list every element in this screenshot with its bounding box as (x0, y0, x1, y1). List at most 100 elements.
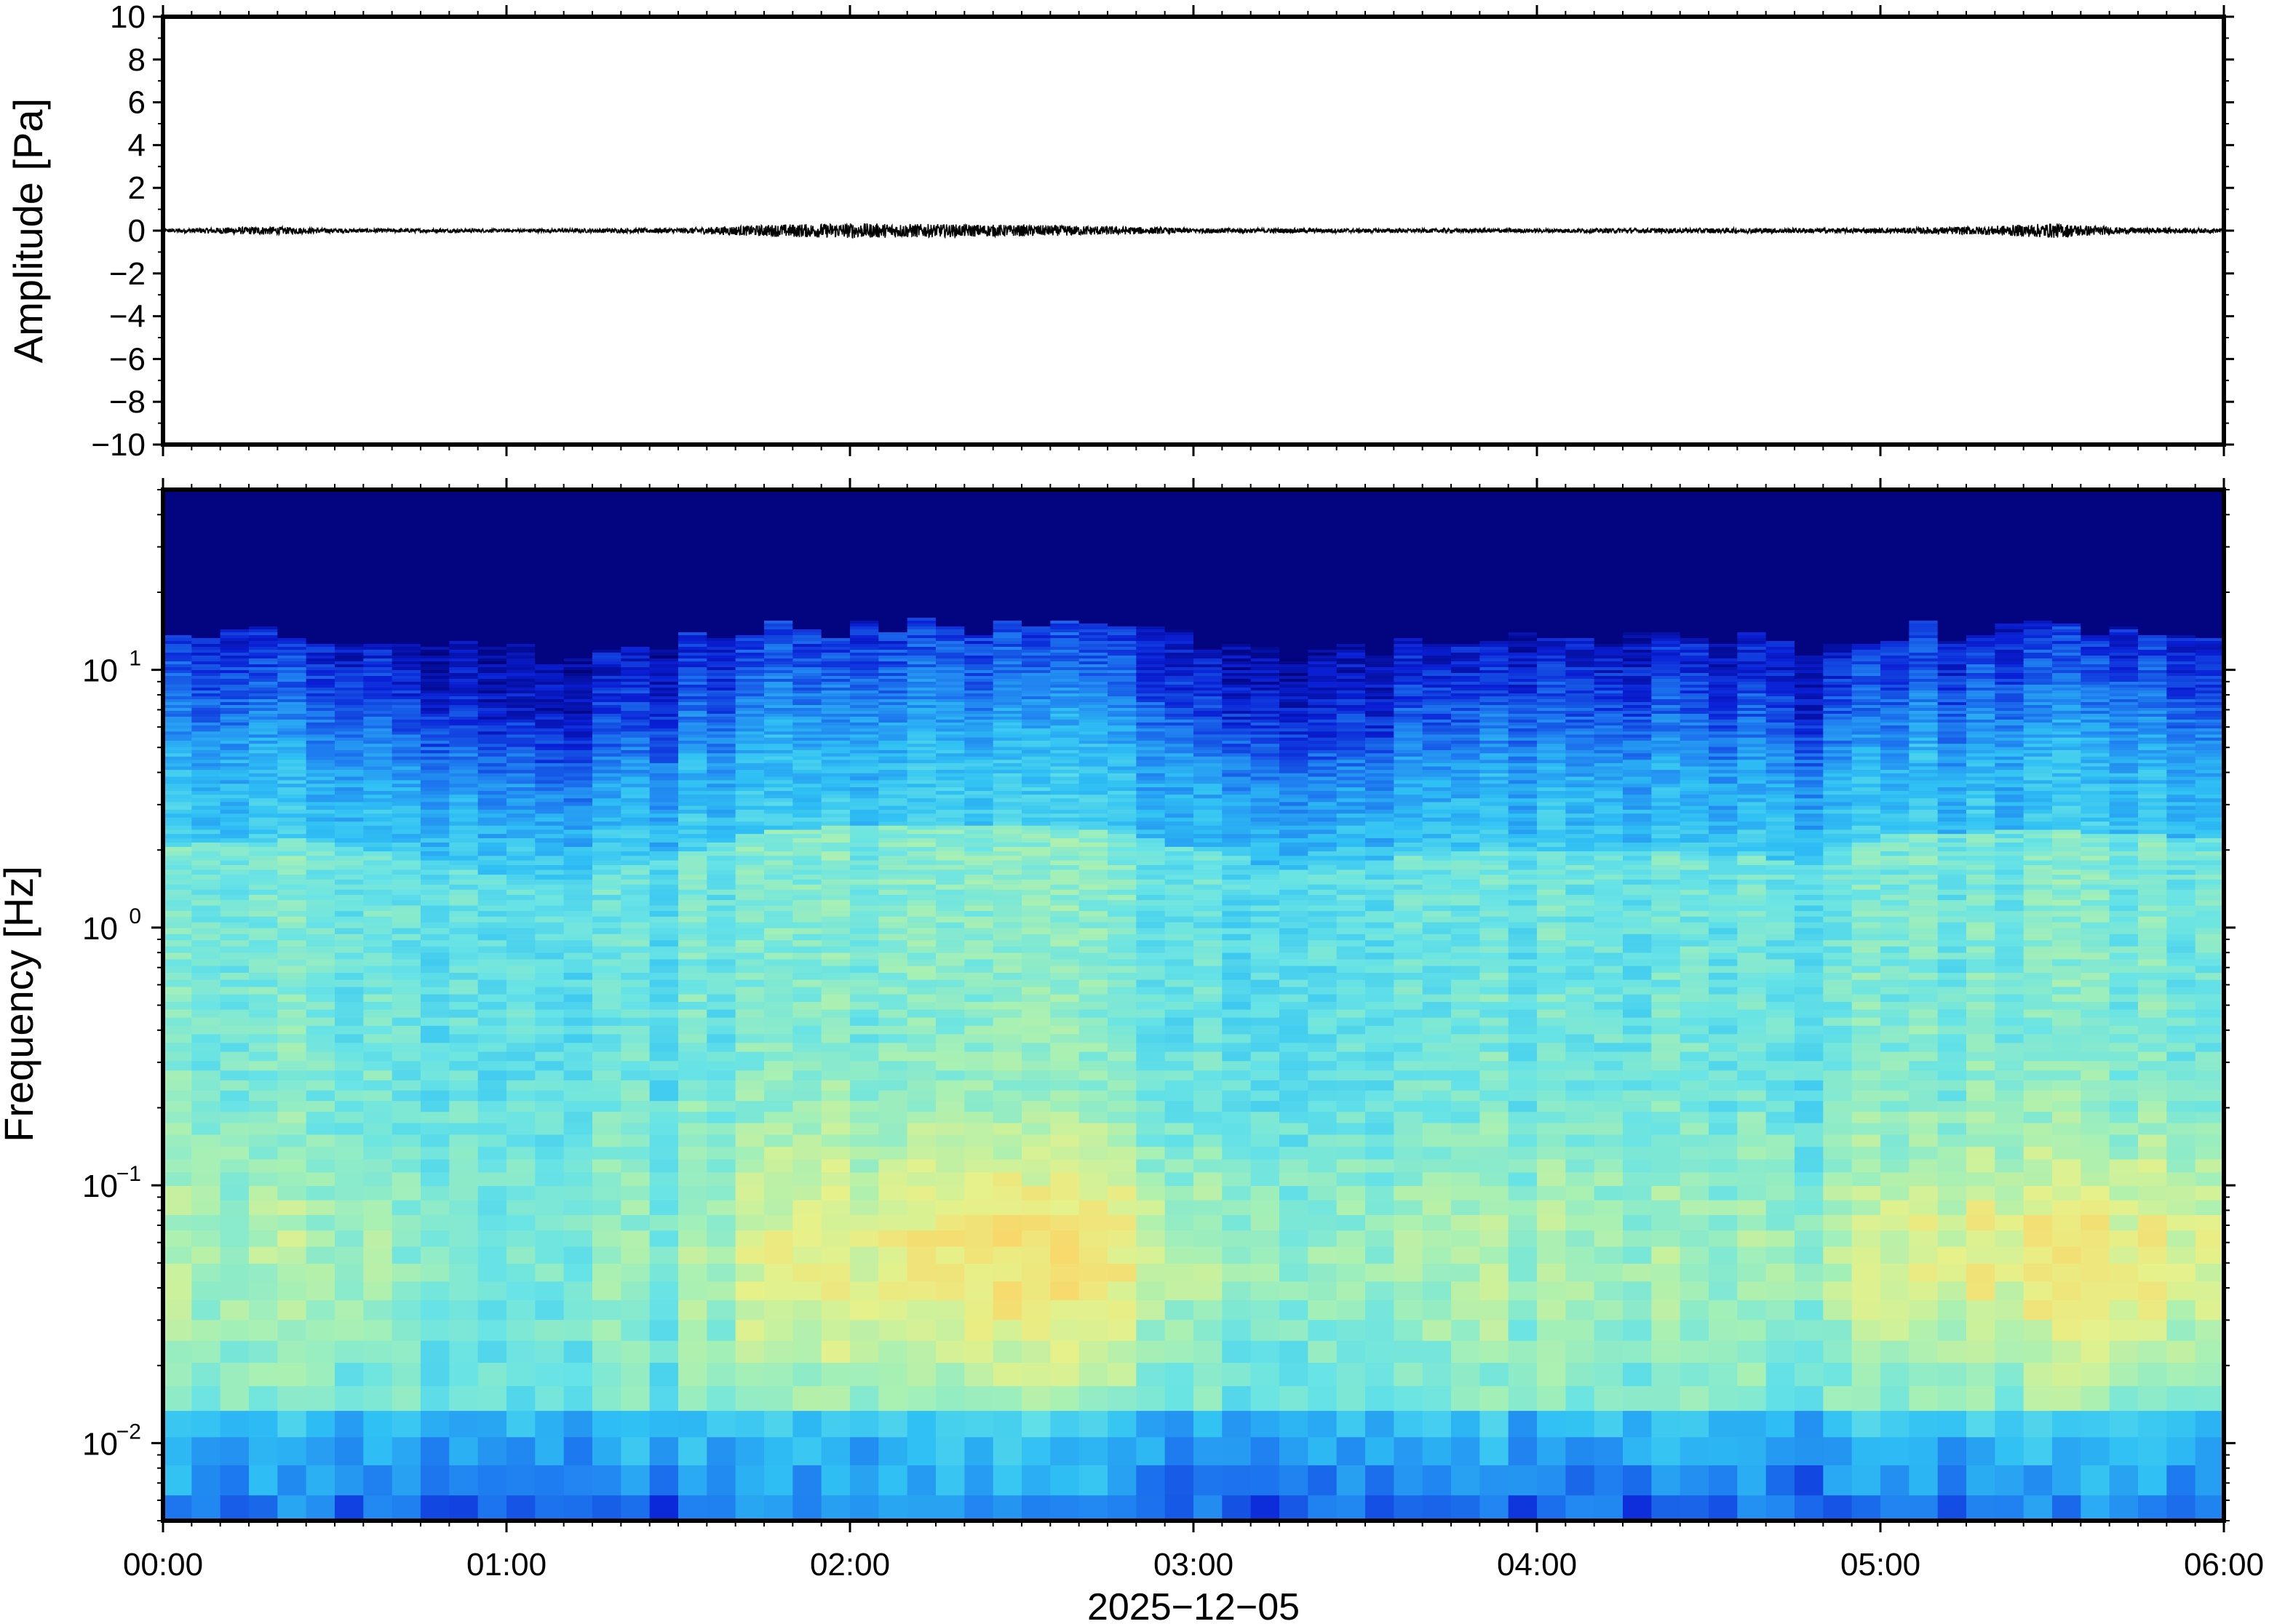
spectrogram-cell (249, 571, 278, 575)
spectrogram-cell (421, 860, 450, 866)
spectrogram-cell (277, 621, 307, 624)
spectrogram-cell (421, 747, 450, 751)
spectrogram-cell (191, 493, 221, 496)
spectrogram-cell (249, 725, 278, 729)
spectrogram-cell (878, 682, 908, 685)
spectrogram-cell (821, 905, 851, 912)
spectrogram-cell (249, 817, 278, 822)
spectrogram-cell (449, 894, 479, 901)
spectrogram-cell (506, 522, 536, 525)
spectrogram-cell (306, 1320, 335, 1342)
spectrogram-cell (191, 1017, 221, 1027)
spectrogram-cell (335, 838, 364, 843)
spectrogram-cell (707, 763, 736, 768)
spectrogram-cell (249, 731, 278, 736)
spectrogram-cell (163, 884, 192, 891)
spectrogram-cell (306, 676, 335, 680)
spectrogram-cell (277, 1411, 307, 1438)
spectrogram-cell (621, 922, 651, 929)
spectrogram-cell (707, 1386, 736, 1412)
spectrogram-cell (707, 696, 736, 700)
spectrogram-cell (220, 1320, 250, 1342)
spectrogram-cell (363, 834, 393, 839)
spectrogram-cell (878, 638, 908, 642)
spectrogram-cell (477, 1214, 507, 1231)
spectrogram-cell (936, 600, 965, 604)
spectrogram-cell (191, 565, 221, 569)
spectrogram-cell (592, 653, 621, 656)
spectrogram-cell (163, 728, 192, 732)
spectrogram-cell (506, 940, 536, 947)
spectrogram-cell (335, 533, 364, 537)
spectrogram-cell (621, 928, 651, 935)
spectrogram-cell (449, 973, 479, 981)
spectrogram-cell (277, 690, 307, 694)
spectrogram-cell (249, 696, 278, 700)
spectrogram-cell (191, 869, 221, 875)
spectrogram-cell (335, 1320, 364, 1342)
spectrogram-cell (277, 577, 307, 581)
spectrogram-cell (621, 670, 651, 674)
spectrogram-cell (792, 647, 822, 650)
spectrogram-cell (563, 676, 593, 680)
spectrogram-cell (764, 621, 793, 624)
spectrogram-cell (163, 539, 192, 543)
spectrogram-cell (678, 860, 707, 866)
spectrogram-cell (792, 606, 822, 610)
spectrogram-cell (421, 802, 450, 807)
spectrogram-cell (306, 690, 335, 694)
spectrogram-cell (907, 1043, 937, 1053)
spectrogram-cell (163, 498, 192, 502)
spectrogram-cell (621, 696, 651, 700)
spectrogram-cell (449, 519, 479, 522)
spectrogram-cell (163, 776, 192, 781)
spectrogram-cell (277, 842, 307, 848)
spectrogram-cell (707, 650, 736, 653)
spectrogram-cell (936, 536, 965, 540)
spectrogram-cell (907, 959, 937, 967)
spectrogram-cell (163, 507, 192, 511)
spectrogram-cell (535, 1411, 565, 1438)
spectrogram-cell (421, 1465, 450, 1496)
spectrogram-cell (306, 626, 335, 630)
spectrogram-cell (506, 1495, 536, 1521)
spectrogram-cell (735, 612, 765, 616)
spectrogram-cell (592, 635, 621, 639)
spectrogram-cell (907, 696, 937, 700)
spectrogram-cell (592, 504, 621, 508)
spectrogram-cell (277, 825, 307, 831)
spectrogram-cell (678, 606, 707, 610)
spectrogram-cell (535, 548, 565, 552)
spectrogram-cell (506, 699, 536, 703)
spectrogram-cell (191, 635, 221, 639)
spectrogram-cell (850, 560, 879, 563)
spectrogram-cell (850, 586, 879, 589)
spectrogram-cell (163, 679, 192, 682)
spectrogram-cell (477, 498, 507, 502)
spectrogram-cell (506, 1070, 536, 1081)
spectrogram-cell (506, 946, 536, 954)
spectrogram-cell (649, 922, 679, 929)
spectrogram-cell (392, 682, 421, 685)
spectrogram-cell (621, 571, 651, 575)
spectrogram-cell (421, 773, 450, 778)
spectrogram-cell (220, 705, 250, 709)
spectrogram-cell (363, 776, 393, 781)
spectrogram-cell (850, 632, 879, 636)
spectrogram-cell (649, 708, 679, 712)
spectrogram-cell (850, 1112, 879, 1124)
spectrogram-cell (449, 856, 479, 861)
spectrogram-cell (335, 653, 364, 656)
spectrogram-cell (563, 987, 593, 995)
spectrogram-cell (535, 516, 565, 520)
spectrogram-cell (506, 644, 536, 648)
spectrogram-cell (735, 994, 765, 1003)
spectrogram-cell (592, 805, 621, 811)
spectrogram-cell (249, 693, 278, 697)
spectrogram-cell (535, 776, 565, 781)
spectrogram-cell (936, 530, 965, 534)
spectrogram-cell (592, 658, 621, 662)
spectrogram-cell (907, 1070, 937, 1081)
spectrogram-cell (392, 922, 421, 929)
spectrogram-cell (392, 766, 421, 771)
